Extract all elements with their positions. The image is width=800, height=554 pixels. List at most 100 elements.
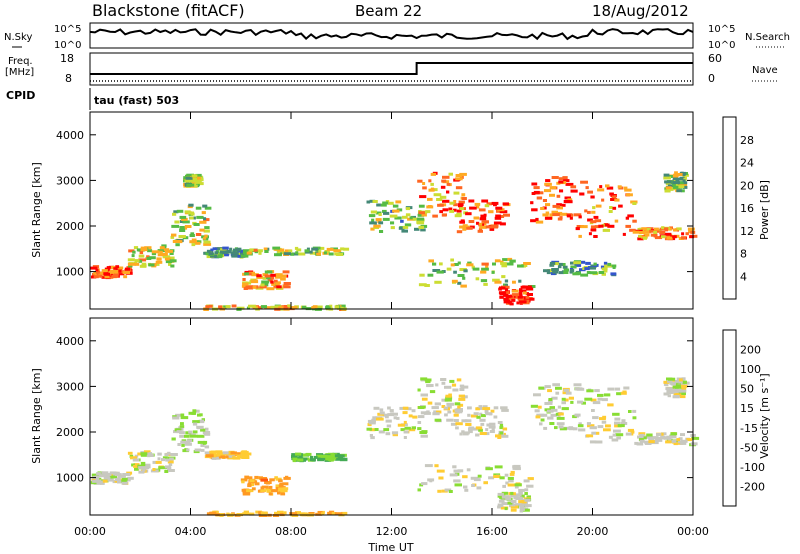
data-region	[454, 405, 509, 439]
data-cell	[203, 217, 207, 221]
data-cell	[453, 208, 457, 212]
data-cell	[691, 436, 700, 440]
data-cell	[242, 492, 251, 496]
data-cell	[652, 436, 659, 440]
data-cell	[277, 491, 281, 495]
data-cell	[588, 266, 596, 270]
data-cell	[504, 288, 509, 292]
data-cell	[681, 384, 688, 388]
data-region	[240, 475, 291, 496]
data-cell	[590, 398, 597, 402]
data-cell	[178, 240, 183, 244]
data-cell	[194, 184, 198, 188]
colorbar-tick-label: -200	[740, 480, 765, 493]
data-cell	[429, 479, 433, 483]
data-cell	[93, 275, 99, 279]
data-cell	[485, 467, 493, 471]
data-cell	[656, 433, 662, 436]
data-cell	[418, 211, 425, 215]
data-cell	[191, 243, 196, 247]
data-cell	[500, 499, 505, 503]
data-cell	[675, 183, 679, 187]
data-cell	[192, 176, 196, 180]
data-cell	[280, 274, 287, 278]
data-cell	[302, 305, 307, 309]
data-cell	[205, 252, 210, 256]
data-cell	[673, 395, 680, 398]
data-cell	[601, 420, 607, 424]
data-cell	[673, 393, 682, 397]
data-cell	[102, 479, 108, 483]
data-cell	[396, 416, 400, 420]
data-cell	[493, 221, 502, 225]
data-cell	[163, 248, 170, 252]
data-region	[241, 270, 291, 291]
data-cell	[449, 201, 455, 205]
data-cell	[569, 270, 574, 274]
data-cell	[455, 177, 463, 181]
data-cell	[191, 238, 197, 242]
data-cell	[430, 182, 434, 186]
data-cell	[603, 261, 608, 265]
data-cell	[260, 478, 268, 482]
data-cell	[440, 378, 447, 381]
data-cell	[574, 263, 582, 267]
data-cell	[167, 460, 174, 464]
data-cell	[202, 204, 208, 208]
data-cell	[390, 226, 395, 230]
data-cell	[448, 490, 453, 493]
data-cell	[109, 475, 118, 479]
data-cell	[133, 463, 140, 467]
data-cell	[641, 227, 647, 231]
y-tick-label: 1000	[56, 266, 84, 279]
data-cell	[366, 427, 372, 431]
data-cell	[676, 189, 682, 193]
data-cell	[661, 432, 667, 436]
data-cell	[254, 482, 260, 486]
data-cell	[134, 259, 140, 263]
data-cell	[246, 306, 250, 310]
data-cell	[197, 434, 205, 438]
velocity-axes: 1000 2000 3000 4000	[56, 318, 694, 515]
data-cell	[138, 466, 146, 470]
data-region	[543, 260, 617, 277]
data-cell	[599, 417, 606, 421]
data-cell	[336, 253, 344, 256]
x-tick-label: 08:00	[275, 525, 307, 538]
data-cell	[114, 270, 118, 274]
data-cell	[143, 450, 151, 454]
data-cell	[161, 458, 166, 462]
time-axis-label: Time UT	[367, 541, 413, 554]
data-cell	[206, 512, 211, 516]
data-cell	[289, 512, 298, 516]
data-cell	[334, 512, 343, 516]
data-cell	[182, 220, 190, 224]
data-cell	[101, 471, 109, 475]
data-cell	[186, 448, 190, 452]
data-cell	[246, 251, 252, 255]
data-cell	[389, 409, 394, 413]
data-cell	[398, 226, 405, 230]
data-cell	[241, 480, 245, 484]
data-cell	[217, 254, 223, 258]
data-cell	[637, 435, 643, 439]
data-cell	[645, 227, 651, 231]
data-cell	[459, 220, 465, 224]
data-cell	[637, 237, 644, 241]
data-cell	[195, 206, 202, 210]
data-cell	[274, 476, 278, 480]
data-region	[366, 405, 428, 440]
data-cell	[628, 410, 632, 413]
data-cell	[431, 406, 439, 410]
data-cell	[330, 454, 338, 458]
data-cell	[564, 196, 571, 200]
data-cell	[597, 397, 603, 401]
data-cell	[127, 258, 135, 262]
data-cell	[523, 262, 531, 265]
data-cell	[202, 441, 207, 445]
data-cell	[562, 179, 570, 183]
data-cell	[283, 476, 291, 480]
data-cell	[446, 267, 452, 271]
data-cell	[321, 512, 325, 516]
data-cell	[546, 271, 551, 275]
